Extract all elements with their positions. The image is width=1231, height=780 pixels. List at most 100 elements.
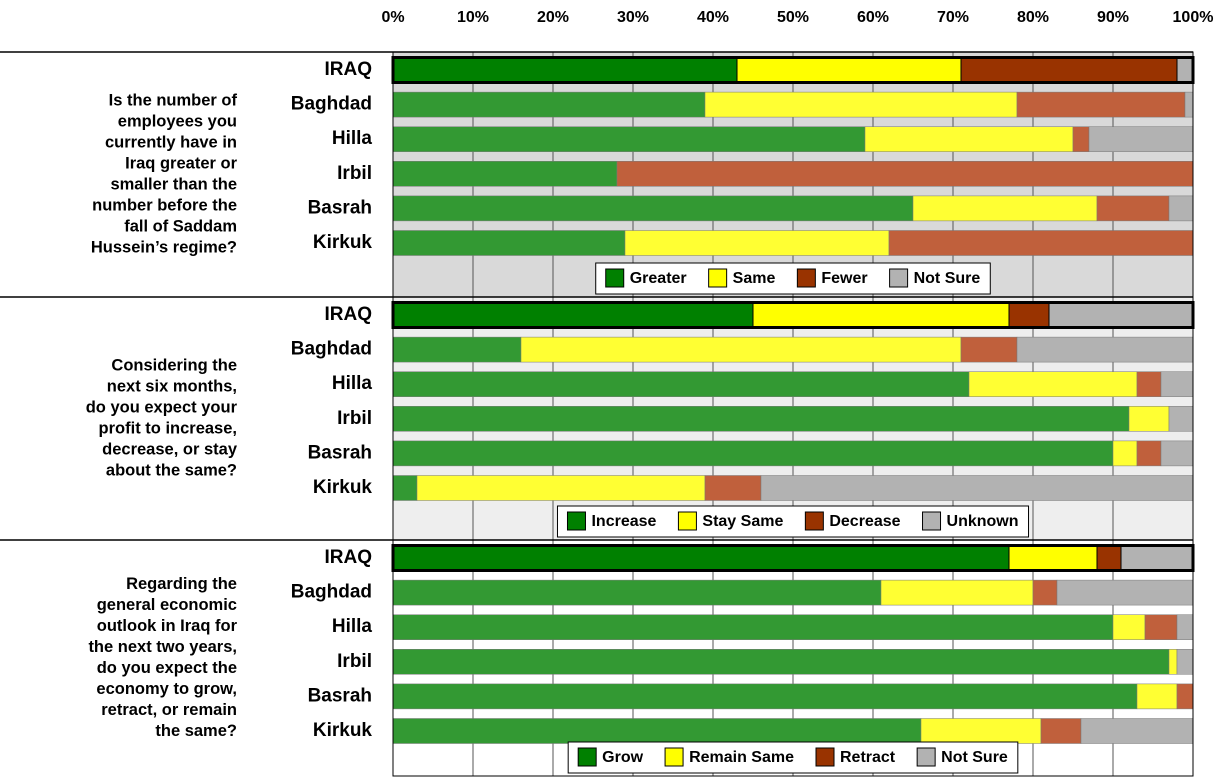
- question-line: economy to grow,: [96, 680, 237, 698]
- bar-segment: [1176, 614, 1194, 640]
- bar-segment: [1128, 406, 1170, 432]
- bar-segment: [1016, 336, 1194, 363]
- legend-swatch: [889, 268, 909, 288]
- category-label: Irbil: [337, 651, 372, 672]
- legend-label: Unknown: [947, 513, 1019, 530]
- question-line: Considering the: [111, 356, 237, 374]
- bar-segment: [1016, 91, 1186, 118]
- bar-segment: [1032, 579, 1058, 606]
- question-line: Is the number of: [109, 91, 238, 109]
- legend-label: Grow: [602, 749, 643, 766]
- bar-segment: [1080, 718, 1194, 744]
- bar-segment: [1120, 545, 1194, 571]
- legend-box: [556, 505, 1030, 538]
- bar-segment: [1144, 614, 1178, 640]
- bar-segment: [920, 718, 1042, 744]
- question-line: do you expect the: [97, 659, 237, 677]
- category-label: Irbil: [337, 163, 372, 184]
- bar-segment: [1168, 406, 1194, 432]
- x-tick-label: 90%: [1097, 9, 1129, 26]
- question-line: fall of Saddam: [124, 217, 237, 235]
- category-label: Baghdad: [291, 94, 372, 115]
- plot-frame: [392, 539, 1194, 777]
- category-label: Irbil: [337, 408, 372, 429]
- category-label: Baghdad: [291, 339, 372, 360]
- bar-segment: [960, 57, 1178, 83]
- legend-swatch: [796, 268, 816, 288]
- bar-segment: [392, 336, 522, 363]
- question-line: Hussein’s regime?: [91, 238, 237, 256]
- legend: Greater Same Fewer Not Sure: [595, 262, 991, 295]
- bar-segment: [864, 126, 1074, 152]
- bar-segment: [736, 57, 962, 83]
- bar-segment: [1112, 440, 1138, 467]
- question-line: the same?: [155, 722, 237, 740]
- category-label: Kirkuk: [313, 232, 373, 253]
- category-label: Kirkuk: [313, 477, 373, 498]
- category-label: Hilla: [332, 373, 373, 394]
- bar-segment: [392, 126, 866, 152]
- bar-segment: [960, 336, 1018, 363]
- category-label: IRAQ: [325, 59, 373, 80]
- question-line: employees you: [118, 112, 237, 130]
- bar-segment: [616, 161, 1194, 187]
- bar-segment: [888, 230, 1194, 256]
- category-label: IRAQ: [325, 304, 373, 325]
- bar-segment: [392, 230, 626, 256]
- question-line: number before the: [92, 196, 237, 214]
- legend-box: [595, 262, 991, 295]
- bar-segment: [392, 195, 914, 222]
- bar-segment: [392, 91, 706, 118]
- legend-label: Same: [733, 270, 776, 287]
- bar-segment: [1168, 195, 1194, 222]
- bar-segment: [392, 57, 738, 83]
- legend-swatch: [577, 747, 597, 767]
- bar-segment: [704, 91, 1018, 118]
- x-tick-label: 60%: [857, 9, 889, 26]
- x-tick-label: 0%: [381, 9, 404, 26]
- x-tick-label: 100%: [1173, 9, 1214, 26]
- legend-box: [567, 741, 1019, 774]
- bar-segment: [1136, 440, 1162, 467]
- bar-segment: [416, 475, 706, 501]
- category-label: Baghdad: [291, 582, 372, 603]
- bar-segment: [704, 475, 762, 501]
- bar-segment: [1096, 545, 1122, 571]
- legend-swatch: [922, 511, 942, 531]
- bar-segment: [912, 195, 1098, 222]
- question-line: about the same?: [106, 461, 237, 479]
- question-line: profit to increase,: [99, 419, 237, 437]
- question-line: Iraq greater or: [125, 154, 237, 172]
- bar-segment: [880, 579, 1034, 606]
- legend-swatch: [804, 511, 824, 531]
- legend-swatch: [708, 268, 728, 288]
- bar-segment: [392, 718, 922, 744]
- legend-label: Greater: [630, 270, 687, 287]
- legend-label: Remain Same: [689, 749, 794, 766]
- bar-segment: [1160, 371, 1194, 397]
- legend: Increase Stay Same Decrease Unknown: [556, 505, 1030, 538]
- bar-segment: [1088, 126, 1194, 152]
- bar-segment: [1008, 545, 1098, 571]
- bar-segment: [760, 475, 1194, 501]
- bar-segment: [392, 545, 1010, 571]
- bar-segment: [392, 475, 418, 501]
- bar-segment: [1008, 302, 1050, 328]
- bar-segment: [392, 161, 618, 187]
- bar-segment: [1176, 649, 1194, 675]
- bar-segment: [1048, 302, 1194, 328]
- question-line: Regarding the: [126, 575, 237, 593]
- legend-label: Not Sure: [941, 749, 1008, 766]
- legend-label: Increase: [591, 513, 656, 530]
- bar-segment: [392, 614, 1114, 640]
- x-tick-label: 70%: [937, 9, 969, 26]
- legend-swatch: [605, 268, 625, 288]
- x-tick-label: 30%: [617, 9, 649, 26]
- bar-segment: [1136, 371, 1162, 397]
- legend-swatch: [664, 747, 684, 767]
- bar-segment: [1184, 91, 1194, 118]
- bar-segment: [1176, 57, 1194, 83]
- bar-segment: [1168, 649, 1178, 675]
- legend-swatch: [566, 511, 586, 531]
- x-tick-label: 40%: [697, 9, 729, 26]
